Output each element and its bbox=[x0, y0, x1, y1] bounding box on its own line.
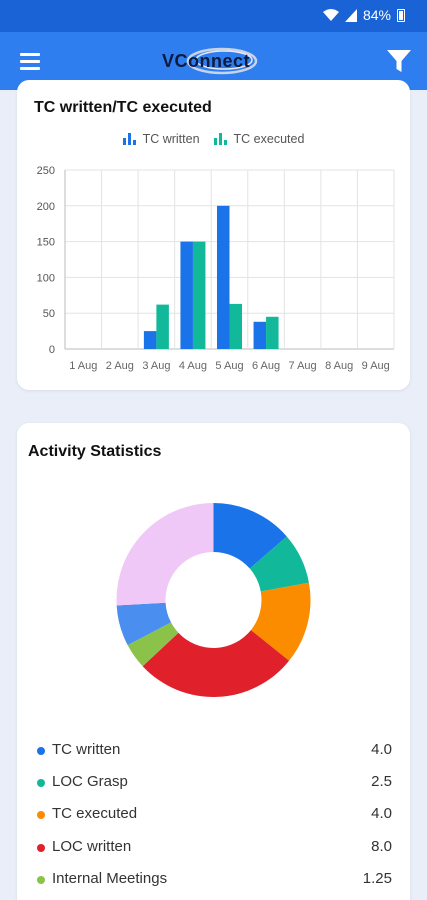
x-tick-label: 1 Aug bbox=[69, 360, 97, 372]
y-tick-label: 100 bbox=[37, 272, 55, 284]
stat-label: LOC written bbox=[52, 837, 132, 855]
bar-chart-icon bbox=[213, 133, 227, 145]
legend-label: TC executed bbox=[233, 132, 305, 146]
stat-label: LOC Grasp bbox=[52, 773, 128, 791]
chart-card-title: TC written/TC executed bbox=[34, 99, 212, 116]
stat-color-dot bbox=[37, 747, 45, 755]
x-tick-label: 5 Aug bbox=[215, 360, 243, 372]
donut-slice-unlabeled[interactable] bbox=[116, 503, 214, 606]
stat-value: 4.0 bbox=[371, 805, 392, 823]
bar-tc-written[interactable] bbox=[143, 331, 157, 349]
stat-label: TC written bbox=[52, 741, 121, 758]
status-icons: 84% bbox=[322, 7, 405, 23]
stat-label: Internal Meetings bbox=[52, 869, 168, 887]
chart-legend: TC written TC executed bbox=[17, 132, 410, 146]
hamburger-menu-icon[interactable] bbox=[20, 53, 40, 70]
stat-color-dot bbox=[37, 843, 45, 852]
donut-slice-loc-written[interactable] bbox=[142, 630, 290, 697]
status-bar: 84% bbox=[0, 0, 427, 32]
legend-label: TC written bbox=[142, 132, 200, 146]
vconnect-logo: VConnect bbox=[160, 44, 274, 78]
stat-label: TC executed bbox=[52, 805, 138, 823]
stat-row-tc-written[interactable]: TC written 4.0 bbox=[37, 741, 392, 773]
stat-value: 2.5 bbox=[371, 773, 392, 791]
stat-row-loc-grasp[interactable]: LOC Grasp 2.5 bbox=[37, 773, 392, 805]
bar-tc-written[interactable] bbox=[180, 241, 193, 349]
donut-slice-internal-meetings[interactable] bbox=[127, 622, 179, 667]
y-tick-label: 0 bbox=[49, 344, 55, 356]
stat-color-dot bbox=[37, 811, 45, 820]
donut-chart bbox=[116, 503, 311, 697]
bar-tc-executed[interactable] bbox=[192, 241, 206, 349]
x-tick-label: 4 Aug bbox=[179, 360, 207, 372]
donut-slice-loc-grasp[interactable] bbox=[249, 536, 309, 592]
bar-tc-executed[interactable] bbox=[156, 304, 169, 349]
donut-slice-tc-executed[interactable] bbox=[250, 582, 311, 661]
x-tick-label: 7 Aug bbox=[289, 360, 317, 372]
y-tick-label: 250 bbox=[37, 165, 55, 177]
logo-text: VConnect bbox=[162, 51, 251, 71]
x-tick-label: 9 Aug bbox=[362, 360, 390, 372]
bar-tc-written[interactable] bbox=[253, 321, 267, 349]
bar-chart-icon bbox=[122, 133, 136, 145]
stats-list: TC written 4.0 LOC Grasp 2.5 TC executed 4.0 L… bbox=[37, 741, 392, 900]
bar-chart: 0 50 100 150 200 250 1 Aug 2 Aug 3 Aug 4 Aug 5 Aug… bbox=[37, 165, 395, 372]
battery-percent: 84% bbox=[362, 7, 391, 23]
legend-item-tc-written[interactable]: TC written bbox=[122, 132, 200, 146]
battery-icon bbox=[397, 8, 405, 22]
stat-value: 8.0 bbox=[371, 837, 392, 855]
donut-slice-unlabeled[interactable] bbox=[116, 602, 172, 646]
legend-item-tc-executed[interactable]: TC executed bbox=[213, 132, 305, 146]
bar-tc-executed[interactable] bbox=[266, 316, 279, 349]
x-tick-label: 6 Aug bbox=[252, 360, 280, 372]
x-tick-label: 2 Aug bbox=[106, 360, 134, 372]
stat-row-tc-executed[interactable]: TC executed 4.0 bbox=[37, 805, 392, 837]
tc-chart-card: TC written/TC executed TC written TC exe… bbox=[17, 80, 410, 390]
stat-color-dot bbox=[37, 779, 45, 788]
stat-value: 4.0 bbox=[371, 741, 392, 758]
bar-tc-executed[interactable] bbox=[229, 303, 243, 349]
stat-row-internal-meetings[interactable]: Internal Meetings 1.25 bbox=[37, 870, 392, 900]
signal-icon bbox=[344, 8, 357, 22]
stat-row-loc-written[interactable]: LOC written 8.0 bbox=[37, 838, 392, 870]
bar-tc-written[interactable] bbox=[217, 205, 230, 349]
y-tick-label: 50 bbox=[43, 308, 55, 320]
stat-color-dot bbox=[37, 875, 45, 884]
stat-value: 1.25 bbox=[362, 869, 392, 887]
y-tick-label: 200 bbox=[37, 201, 55, 213]
y-tick-label: 150 bbox=[37, 237, 55, 249]
wifi-icon bbox=[322, 8, 339, 21]
activity-card-title: Activity Statistics bbox=[28, 443, 162, 460]
filter-icon[interactable] bbox=[385, 47, 413, 75]
x-tick-label: 8 Aug bbox=[325, 360, 353, 372]
donut-slice-tc-written[interactable] bbox=[213, 503, 287, 569]
activity-statistics-card: Activity Statistics TC written 4.0 LOC Gra… bbox=[17, 423, 410, 900]
x-tick-label: 3 Aug bbox=[142, 360, 170, 372]
